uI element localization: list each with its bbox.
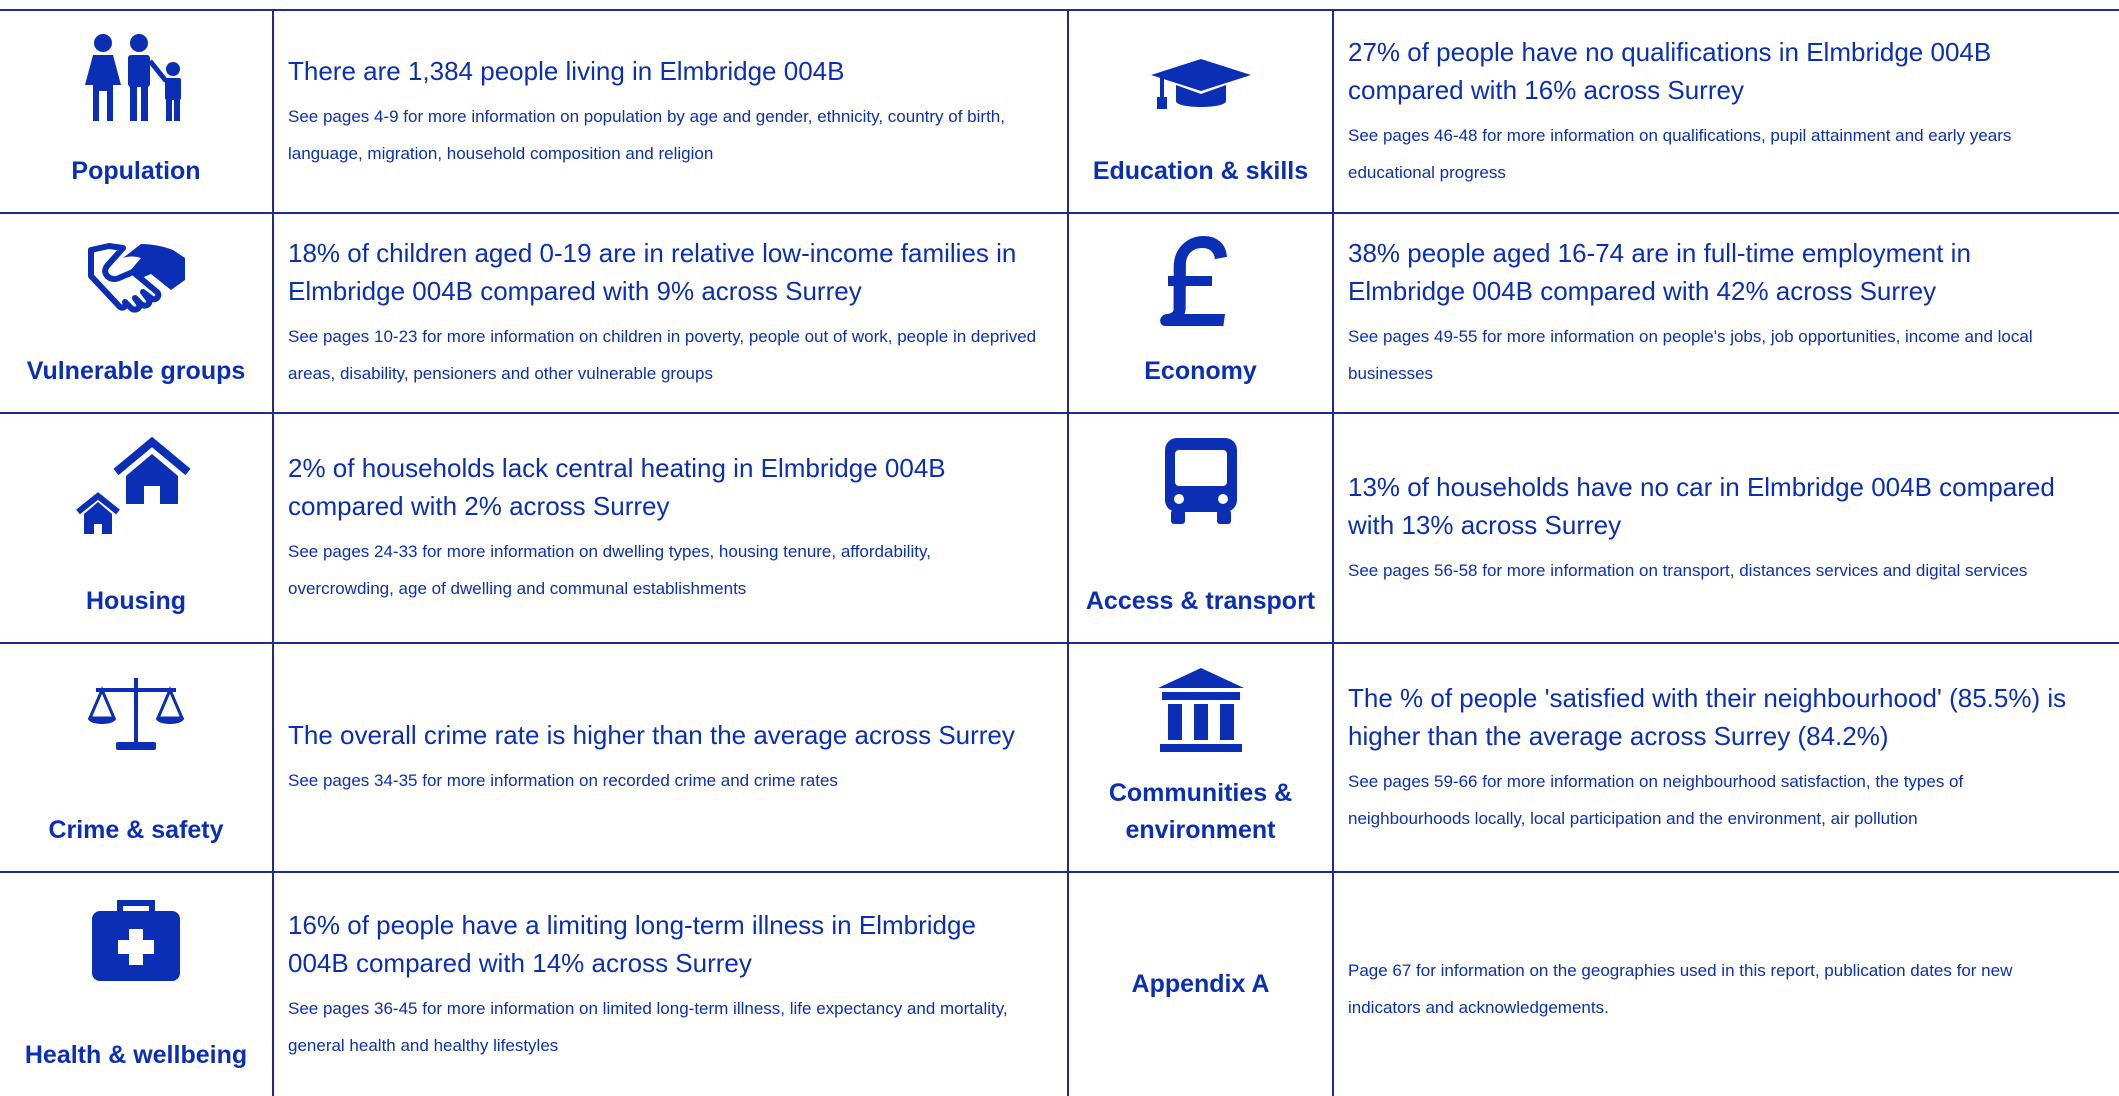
category-cell: Communities & environment xyxy=(1069,644,1334,873)
summary-text: 16% of people have a limiting long-term … xyxy=(274,873,1069,1096)
pound-icon xyxy=(1159,236,1227,326)
detail: Page 67 for information on the geographi… xyxy=(1348,960,2013,1017)
summary-text: The % of people 'satisfied with their ne… xyxy=(1334,644,2119,873)
detail: See pages 4-9 for more information on po… xyxy=(288,106,1005,163)
category-cell: Appendix A xyxy=(1069,873,1334,1096)
detail: See pages 10-23 for more information on … xyxy=(288,327,1037,383)
category-label: Housing xyxy=(86,587,186,615)
detail: See pages 34-35 for more information on … xyxy=(288,771,838,790)
summary-text: 13% of households have no car in Elmbrid… xyxy=(1334,414,2119,644)
category-cell: Economy xyxy=(1069,214,1334,414)
category-cell: Crime & safety xyxy=(0,644,274,873)
detail: See pages 36-45 for more information on … xyxy=(288,998,1008,1055)
bus-icon xyxy=(1164,438,1237,524)
handshake-icon xyxy=(88,243,185,313)
detail: See pages 49-55 for more information on … xyxy=(1348,327,2033,383)
scales-icon xyxy=(87,678,185,750)
headline: 13% of households have no car in Elmbrid… xyxy=(1348,471,2055,540)
category-cell: Access & transport xyxy=(1069,414,1334,644)
headline: 2% of households lack central heating in… xyxy=(288,453,946,521)
health-icon xyxy=(92,900,180,981)
headline: 16% of people have a limiting long-term … xyxy=(288,909,976,978)
summary-text: 38% people aged 16-74 are in full-time e… xyxy=(1334,214,2119,414)
summary-grid: Population There are 1,384 people living… xyxy=(0,9,2119,1096)
category-label: Economy xyxy=(1144,357,1257,385)
category-label: Access & transport xyxy=(1085,587,1316,615)
headline: 27% of people have no qualifications in … xyxy=(1348,36,1992,105)
headline: The % of people 'satisfied with their ne… xyxy=(1348,682,2067,751)
summary-text: The overall crime rate is higher than th… xyxy=(274,644,1069,873)
summary-text: 2% of households lack central heating in… xyxy=(274,414,1069,644)
summary-text: Page 67 for information on the geographi… xyxy=(1334,873,2119,1096)
detail: See pages 46-48 for more information on … xyxy=(1348,125,2012,182)
institution-icon xyxy=(1157,668,1244,752)
summary-text: There are 1,384 people living in Elmbrid… xyxy=(274,11,1069,214)
category-cell: Education & skills xyxy=(1069,11,1334,214)
category-label: Vulnerable groups xyxy=(26,357,246,385)
summary-text: 18% of children aged 0-19 are in relativ… xyxy=(274,214,1069,414)
education-icon xyxy=(1150,59,1251,109)
detail: See pages 59-66 for more information on … xyxy=(1348,771,1964,828)
category-label: Population xyxy=(71,157,201,185)
category-cell: Housing xyxy=(0,414,274,644)
category-label: Health & wellbeing xyxy=(24,1041,248,1069)
headline: The overall crime rate is higher than th… xyxy=(288,720,1015,750)
category-label: Communities & environment xyxy=(1108,779,1293,844)
category-label: Appendix A xyxy=(1131,970,1270,998)
detail: See pages 24-33 for more information on … xyxy=(288,542,931,598)
housing-icon xyxy=(76,436,191,534)
population-icon xyxy=(85,34,181,121)
category-cell: Health & wellbeing xyxy=(0,873,274,1096)
headline: There are 1,384 people living in Elmbrid… xyxy=(288,55,845,86)
category-cell: Vulnerable groups xyxy=(0,214,274,414)
headline: 18% of children aged 0-19 are in relativ… xyxy=(288,238,1017,306)
detail: See pages 56-58 for more information on … xyxy=(1348,560,2028,580)
category-label: Education & skills xyxy=(1092,157,1309,185)
headline: 38% people aged 16-74 are in full-time e… xyxy=(1348,238,1971,306)
category-label: Crime & safety xyxy=(48,816,224,844)
summary-text: 27% of people have no qualifications in … xyxy=(1334,11,2119,214)
category-cell: Population xyxy=(0,11,274,214)
